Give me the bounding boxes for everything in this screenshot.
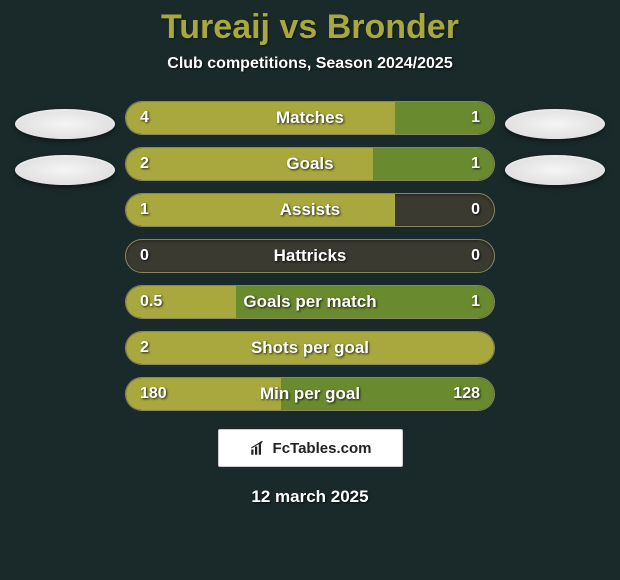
stat-row: 0.51Goals per match	[125, 285, 495, 319]
player-right-avatar-1	[505, 109, 605, 139]
chart-icon	[249, 439, 267, 457]
stat-value-right: 1	[471, 102, 480, 134]
stat-bar-right	[236, 286, 494, 318]
stat-bar-left	[126, 332, 494, 364]
player-left-avatar-2	[15, 155, 115, 185]
stat-bars-column: 41Matches21Goals10Assists00Hattricks0.51…	[125, 101, 495, 411]
stat-bar-left	[126, 194, 395, 226]
stat-value-right: 1	[471, 286, 480, 318]
stat-row: 2Shots per goal	[125, 331, 495, 365]
right-avatar-column	[495, 101, 615, 185]
stat-row: 41Matches	[125, 101, 495, 135]
date-text: 12 march 2025	[251, 487, 368, 507]
stat-value-right: 1	[471, 148, 480, 180]
stat-value-left: 180	[140, 378, 167, 410]
stat-row: 21Goals	[125, 147, 495, 181]
page-title: Tureaij vs Bronder	[161, 8, 459, 47]
subtitle: Club competitions, Season 2024/2025	[167, 55, 452, 73]
stat-row: 0 0Hattricks	[125, 239, 495, 273]
stat-label: Hattricks	[126, 240, 494, 272]
stat-bar-left	[126, 148, 373, 180]
stats-area: 41Matches21Goals10Assists00Hattricks0.51…	[0, 101, 620, 411]
stat-value-right: 128	[453, 378, 480, 410]
player-left-avatar-1	[15, 109, 115, 139]
attribution-badge: FcTables.com	[218, 429, 403, 467]
stat-row: 10Assists	[125, 193, 495, 227]
infographic-container: Tureaij vs Bronder Club competitions, Se…	[0, 0, 620, 580]
left-avatar-column	[5, 101, 125, 185]
stat-row: 180128Min per goal	[125, 377, 495, 411]
stat-value-left: 0	[140, 240, 149, 272]
stat-value-left: 1	[140, 194, 149, 226]
stat-value-left: 0.5	[140, 286, 162, 318]
stat-value-right: 0	[471, 194, 480, 226]
stat-value-left: 2	[140, 332, 149, 364]
stat-value-left: 4	[140, 102, 149, 134]
stat-bar-left	[126, 102, 395, 134]
player-right-avatar-2	[505, 155, 605, 185]
attribution-text: FcTables.com	[273, 440, 372, 457]
stat-value-right: 0	[471, 240, 480, 272]
stat-value-left: 2	[140, 148, 149, 180]
